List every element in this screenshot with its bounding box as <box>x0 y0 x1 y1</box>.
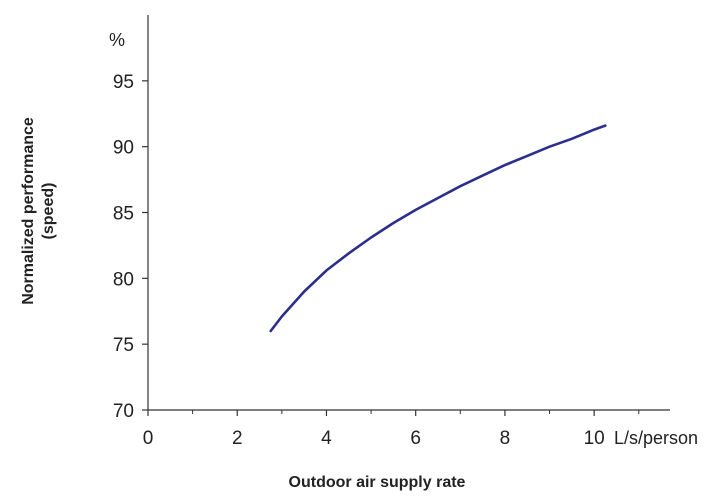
x-tick-label: 4 <box>321 428 332 449</box>
x-axis-title: Outdoor air supply rate <box>289 474 466 491</box>
x-tick-label: 10 <box>584 428 605 449</box>
series-line <box>269 124 607 333</box>
y-tick-label: 70 <box>113 401 134 422</box>
y-tick-label: 80 <box>113 269 134 290</box>
y-unit-label: % <box>109 30 125 50</box>
y-axis-title-line1: Normalized performance <box>20 117 37 305</box>
y-tick-label: 85 <box>113 204 134 225</box>
x-tick-label: 0 <box>143 428 154 449</box>
y-tick-label: 95 <box>113 72 134 93</box>
y-tick-label: 75 <box>113 335 134 356</box>
y-tick-label: 90 <box>113 138 134 159</box>
y-axis-title-line2: (speed) <box>40 183 57 240</box>
tick-marks <box>142 80 640 416</box>
x-tick-label: 2 <box>232 428 243 449</box>
tick-labels: 0 2 4 6 8 10 70 75 80 85 90 95 <box>113 72 605 449</box>
x-tick-label: 8 <box>500 428 511 449</box>
x-unit-label: L/s/person <box>614 428 698 448</box>
x-tick-label: 6 <box>410 428 421 449</box>
series-group <box>269 124 607 333</box>
